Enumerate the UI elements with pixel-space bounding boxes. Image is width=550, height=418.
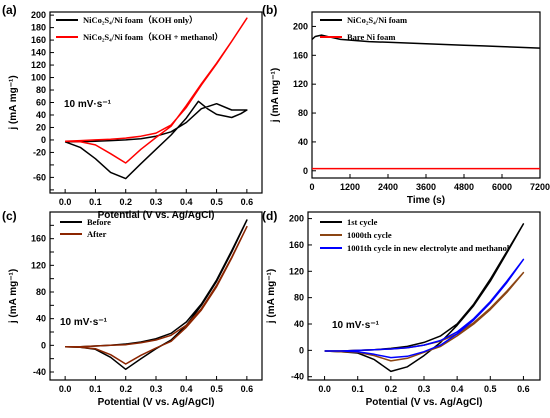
panel-b-ytick-label: 120 bbox=[293, 79, 308, 89]
panel-c-xtick-label: 0.3 bbox=[150, 384, 163, 394]
panel-c-label: (c) bbox=[2, 209, 17, 223]
panel-c-ytick-label: 120 bbox=[31, 260, 46, 270]
panel-a-xtick-label: 0.3 bbox=[150, 197, 163, 207]
panel-a-ytick-label: 160 bbox=[31, 35, 46, 45]
panel-d-label: (d) bbox=[262, 209, 277, 223]
panel-c-ylabel: j (mA mg⁻¹) bbox=[8, 269, 19, 324]
panel-a-ytick-label: 0 bbox=[41, 135, 46, 145]
panel-c-annotation: 10 mV·s⁻¹ bbox=[60, 317, 108, 328]
panel-d-xtick-label: 0.3 bbox=[418, 384, 431, 394]
panel-a-series-line bbox=[64, 100, 248, 180]
panel-a-ytick-label: 60 bbox=[36, 98, 46, 108]
panel-b-xtick-label: 0 bbox=[309, 182, 314, 192]
panel-b-xtick-label: 3600 bbox=[416, 182, 436, 192]
panel-a-legend-entry: NiCo₂S₄/Ni foam（KOH + methanol） bbox=[83, 32, 223, 42]
panel-a-ytick-label: 100 bbox=[31, 73, 46, 83]
panel-c-ytick-label: -40 bbox=[33, 367, 46, 377]
panel-a-ytick-label: 40 bbox=[36, 110, 46, 120]
panel-a-ytick-label: 140 bbox=[31, 48, 46, 58]
panel-a-series-line bbox=[65, 17, 248, 164]
panel-a-ytick-label: 120 bbox=[31, 60, 46, 70]
panel-a-xtick-label: 0.0 bbox=[59, 197, 72, 207]
panel-a-xtick-label: 0.2 bbox=[119, 197, 132, 207]
panel-c-series-line bbox=[65, 219, 248, 371]
panel-a-label: (a) bbox=[2, 3, 17, 17]
panel-a-xlabel: Potential (V vs. Ag/AgCl) bbox=[98, 210, 215, 221]
panel-d-series-line bbox=[324, 258, 525, 359]
panel-a-ylabel: j (mA mg⁻¹) bbox=[8, 75, 19, 130]
panel-b-xtick-label: 4800 bbox=[454, 182, 474, 192]
panel-d-xtick-label: 0.4 bbox=[451, 384, 464, 394]
panel-d-ytick-label: -40 bbox=[291, 372, 304, 382]
panel-d-xlabel: Potential (V vs. Ag/AgCl) bbox=[366, 397, 483, 408]
panel-c-frame bbox=[49, 211, 263, 381]
panel-d-ytick-label: 40 bbox=[294, 319, 304, 329]
panel-b-legend-entry: NiCo₂S₄/Ni foam bbox=[347, 15, 407, 25]
panel-d-legend-entry: 1st cycle bbox=[347, 217, 378, 227]
panel-d-series-line bbox=[324, 271, 525, 362]
panel-a-annotation: 10 mV·s⁻¹ bbox=[64, 99, 112, 110]
panel-b-xtick-label: 2400 bbox=[378, 182, 398, 192]
panel-d-xtick-label: 0.6 bbox=[517, 384, 530, 394]
panel-a-xtick-label: 0.5 bbox=[210, 197, 223, 207]
panel-d-xtick-label: 0.2 bbox=[385, 384, 398, 394]
panel-d-ytick-label: 0 bbox=[299, 345, 304, 355]
panel-d-ytick-label: 80 bbox=[294, 293, 304, 303]
panel-b-xlabel: Time (s) bbox=[407, 195, 445, 206]
panel-a-ytick-label: -20 bbox=[33, 147, 46, 157]
panel-d-annotation: 10 mV·s⁻¹ bbox=[332, 320, 380, 331]
panel-b-label: (b) bbox=[262, 3, 277, 17]
panel-a-ytick-label: 180 bbox=[31, 23, 46, 33]
panel-c-xtick-label: 0.5 bbox=[210, 384, 223, 394]
panel-c-legend-entry: After bbox=[87, 229, 107, 239]
panel-d-ylabel: j (mA mg⁻¹) bbox=[266, 269, 277, 324]
panel-d-legend-entry: 1001th cycle in new electrolyte and meth… bbox=[347, 243, 510, 253]
panel-c-xtick-label: 0.4 bbox=[180, 384, 193, 394]
panel-c-xtick-label: 0.2 bbox=[119, 384, 132, 394]
panel-c-xlabel: Potential (V vs. Ag/AgCl) bbox=[98, 397, 215, 408]
panel-d-xtick-label: 0.0 bbox=[318, 384, 331, 394]
panel-c-xtick-label: 0.0 bbox=[59, 384, 72, 394]
panel-b-ylabel: j (mA mg⁻¹) bbox=[270, 68, 281, 123]
panel-b-ytick-label: 200 bbox=[293, 21, 308, 31]
panel-c-xtick-label: 0.6 bbox=[241, 384, 254, 394]
panel-a-legend-entry: NiCo₂S₄/Ni foam（KOH only） bbox=[83, 15, 198, 25]
panel-c-ytick-label: 40 bbox=[36, 314, 46, 324]
panel-b-ytick-label: 80 bbox=[298, 108, 308, 118]
panel-a-ytick-label: -60 bbox=[33, 172, 46, 182]
panel-a-xtick-label: 0.1 bbox=[89, 197, 102, 207]
panel-b-xtick-label: 1200 bbox=[340, 182, 360, 192]
panel-d-xtick-label: 0.5 bbox=[484, 384, 497, 394]
panel-c-ytick-label: 0 bbox=[41, 340, 46, 350]
panel-b-ytick-label: 160 bbox=[293, 50, 308, 60]
panel-a-ytick-label: 20 bbox=[36, 122, 46, 132]
panel-c-xtick-label: 0.1 bbox=[89, 384, 102, 394]
panel-c-ytick-label: 80 bbox=[36, 287, 46, 297]
panel-b-xtick-label: 7200 bbox=[530, 182, 550, 192]
panel-d-ytick-label: 120 bbox=[289, 266, 304, 276]
panel-a-xtick-label: 0.4 bbox=[180, 197, 193, 207]
panel-a-ytick-label: 200 bbox=[31, 10, 46, 20]
panel-b-ytick-label: 40 bbox=[298, 137, 308, 147]
panel-c-ytick-label: 160 bbox=[31, 234, 46, 244]
panel-a-ytick-label: 80 bbox=[36, 85, 46, 95]
panel-d-ytick-label: 200 bbox=[289, 214, 304, 224]
panel-d-legend-entry: 1000th cycle bbox=[347, 230, 392, 240]
panel-b-xtick-label: 6000 bbox=[492, 182, 512, 192]
panel-c-series-line bbox=[65, 225, 248, 365]
panel-a-xtick-label: 0.6 bbox=[241, 197, 254, 207]
panel-c-legend-entry: Before bbox=[87, 217, 111, 227]
panel-d-xtick-label: 0.1 bbox=[351, 384, 364, 394]
panel-b-legend-entry: Bare Ni foam bbox=[347, 32, 395, 42]
panel-b-ytick-label: 0 bbox=[303, 166, 308, 176]
panel-d-ytick-label: 160 bbox=[289, 240, 304, 250]
